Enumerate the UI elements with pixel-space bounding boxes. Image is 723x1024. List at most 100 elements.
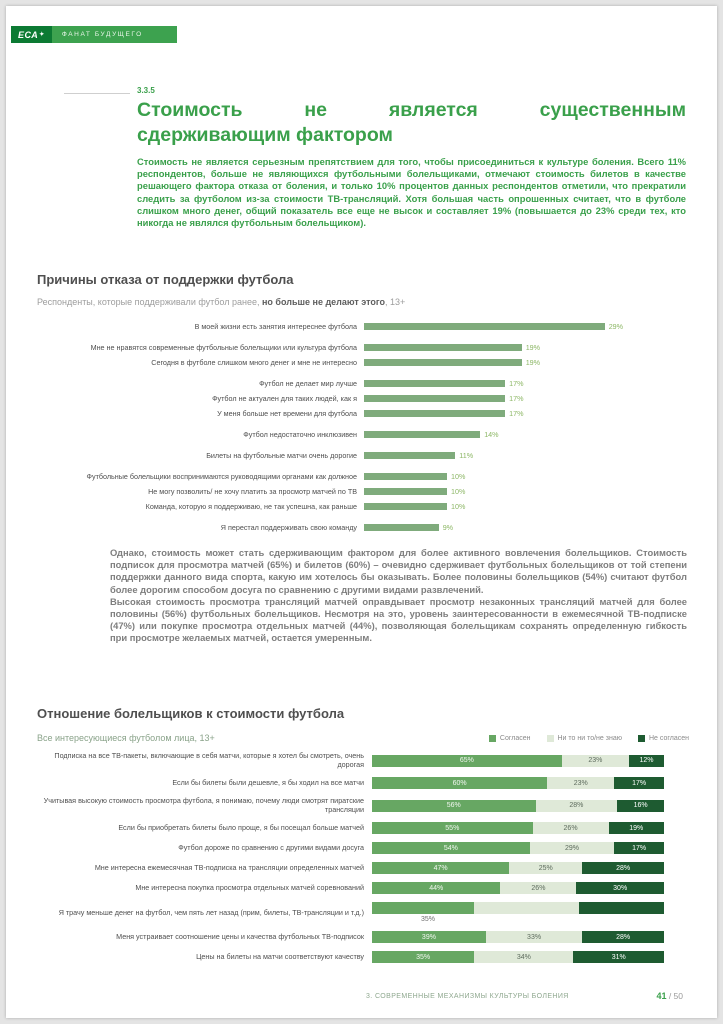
statement-label: Футбол дороже по сравнению с другими вид… bbox=[178, 843, 364, 853]
value-label: 19% bbox=[525, 343, 541, 352]
reason-label: Футбол не актуален для таких людей, как … bbox=[212, 394, 357, 403]
reason-label: Сегодня в футболе слишком много денег и … bbox=[151, 358, 357, 367]
reason-row: Футбольные болельщики воспринимаются рук… bbox=[37, 469, 689, 484]
segment-neutral: 28% bbox=[535, 799, 618, 812]
segment-disagree: 16% bbox=[617, 799, 664, 812]
section-rule bbox=[64, 93, 130, 94]
analysis-paragraph-2: Высокая стоимость просмотра трансляций м… bbox=[110, 595, 687, 644]
segment-neutral: 26% bbox=[500, 882, 577, 895]
value-label: 19% bbox=[525, 358, 541, 367]
reason-row: У меня больше нет времени для футбола 17% bbox=[37, 406, 689, 421]
reason-label: В моей жизни есть занятия интереснее фут… bbox=[194, 322, 357, 331]
reason-label: Команда, которую я поддерживаю, не так у… bbox=[145, 502, 357, 511]
reasons-chart-heading: Причины отказа от поддержки футбола bbox=[37, 272, 294, 287]
value-label: 14% bbox=[484, 430, 499, 439]
legend-item-disagree: Не согласен bbox=[637, 734, 689, 742]
value-label: 10% bbox=[451, 502, 466, 511]
reason-label: Билеты на футбольные матчи очень дорогие bbox=[206, 451, 357, 460]
statement-row: Подписка на все ТВ-пакеты, включающие в … bbox=[37, 751, 689, 769]
bar bbox=[364, 410, 506, 417]
reason-row: Билеты на футбольные матчи очень дорогие… bbox=[37, 448, 689, 463]
eca-logo: ЕСА ✦ bbox=[11, 26, 52, 43]
value-label: 17% bbox=[509, 409, 524, 418]
reason-row: Футбол недостаточно инклюзивен 14% bbox=[37, 427, 689, 442]
segment-neutral: 26% bbox=[532, 822, 609, 835]
segment-disagree: 19% bbox=[608, 822, 664, 835]
stacked-bar-wrap: 47% 25% 28% bbox=[372, 862, 664, 875]
statement-label: Мне интересна покупка просмотра отдельны… bbox=[135, 883, 364, 893]
bar bbox=[364, 431, 481, 438]
attitude-chart-heading: Отношение болельщиков к стоимости футбол… bbox=[37, 706, 345, 721]
analysis-paragraph-1: Однако, стоимость может стать сдерживающ… bbox=[110, 547, 687, 595]
bar-track: 14% bbox=[364, 430, 689, 439]
stacked-bar: 65% 23% 12% bbox=[372, 754, 664, 767]
segment-disagree: 28% bbox=[582, 862, 664, 875]
page-title: Стоимость не является существенным сдерж… bbox=[137, 98, 686, 148]
segment-agree: 65% bbox=[372, 754, 562, 767]
bar bbox=[364, 395, 506, 402]
statement-row: Если бы билеты были дешевле, я бы ходил … bbox=[37, 777, 689, 790]
segment-agree: 55% bbox=[372, 822, 533, 835]
legend-label-neutral: Ни то ни то/не знаю bbox=[557, 734, 622, 742]
reason-row: Мне не нравятся современные футбольные б… bbox=[37, 340, 689, 355]
bar-track: 17% bbox=[364, 409, 689, 418]
reasons-chart-subtitle: Респонденты, которые поддерживали футбол… bbox=[37, 297, 405, 307]
stacked-bar: 54% 29% 17% bbox=[372, 842, 664, 855]
analysis-text: Однако, стоимость может стать сдерживающ… bbox=[110, 547, 687, 645]
stacked-bar: 44% 26% 30% bbox=[372, 882, 664, 895]
bar bbox=[364, 380, 506, 387]
footer-page-total: / 50 bbox=[666, 991, 683, 1001]
below-bar-value-label: 35% bbox=[421, 916, 436, 924]
reason-label: У меня больше нет времени для футбола bbox=[217, 409, 357, 418]
statement-row: Цены на билеты на матчи соответствуют ка… bbox=[37, 951, 689, 964]
statement-label: Если бы приобретать билеты было проще, я… bbox=[118, 823, 364, 833]
segment-neutral: 23% bbox=[547, 777, 615, 790]
legend-item-agree: Согласен bbox=[488, 734, 531, 742]
statement-label: Меня устраивает соотношение цены и качес… bbox=[116, 932, 364, 942]
segment-disagree: 31% bbox=[573, 951, 664, 964]
statement-label: Учитывая высокую стоимость просмотра фут… bbox=[43, 796, 364, 814]
value-label: 29% bbox=[608, 322, 624, 331]
value-label: 11% bbox=[459, 451, 474, 460]
reason-row: Я перестал поддерживать свою команду 9% bbox=[37, 520, 689, 535]
stacked-bar-wrap: 60% 23% 17% bbox=[372, 777, 664, 790]
reasons-bar-chart: В моей жизни есть занятия интереснее фут… bbox=[37, 319, 689, 535]
bar-track: 19% bbox=[364, 343, 689, 352]
bar-track: 10% bbox=[364, 502, 689, 511]
subtitle-bold: но больше не делают этого bbox=[261, 297, 386, 307]
section-number: 3.3.5 bbox=[137, 86, 155, 95]
statement-label: Мне интересна ежемесячная ТВ-подписка на… bbox=[94, 863, 364, 873]
attitude-subtitle-row: Все интересующиеся футболом лица, 13+ Со… bbox=[37, 733, 689, 743]
segment-disagree: 30% bbox=[576, 882, 664, 895]
stacked-bar-wrap: 54% 29% 17% bbox=[372, 842, 664, 855]
reason-label: Футбол не делает мир лучше bbox=[259, 379, 357, 388]
brand-bar: ЕСА ✦ ФАНАТ БУДУЩЕГО bbox=[11, 26, 177, 43]
reason-row: Сегодня в футболе слишком много денег и … bbox=[37, 355, 689, 370]
bar-track: 17% bbox=[364, 379, 689, 388]
segment-disagree bbox=[579, 902, 664, 915]
segment-neutral: 23% bbox=[561, 754, 629, 767]
statement-row: Мне интересна ежемесячная ТВ-подписка на… bbox=[37, 862, 689, 875]
subtitle-prefix: Респонденты, которые поддерживали футбол… bbox=[37, 297, 262, 307]
bar-track: 9% bbox=[364, 523, 689, 532]
segment-agree: 39% bbox=[372, 931, 486, 944]
bar bbox=[364, 473, 447, 480]
neutral-swatch-icon bbox=[546, 734, 554, 742]
subtitle-suffix: , 13+ bbox=[385, 297, 406, 307]
attitude-stacked-chart: Подписка на все ТВ-пакеты, включающие в … bbox=[37, 751, 689, 971]
bar-track: 29% bbox=[364, 322, 689, 331]
bar-track: 19% bbox=[364, 358, 689, 367]
intro-paragraph: Стоимость не является серьезным препятст… bbox=[137, 156, 686, 229]
reason-label: Я перестал поддерживать свою команду bbox=[220, 523, 357, 532]
stacked-bar: 55% 26% 19% bbox=[372, 822, 664, 835]
bar bbox=[364, 524, 439, 531]
segment-agree: 56% bbox=[372, 799, 536, 812]
value-label: 10% bbox=[451, 487, 466, 496]
disagree-swatch-icon bbox=[637, 734, 645, 742]
value-label: 17% bbox=[509, 394, 524, 403]
stacked-bar-wrap: 35% 34% 31% bbox=[372, 951, 664, 964]
footer-page-current: 41 bbox=[656, 991, 667, 1001]
reason-label: Не могу позволить/ не хочу платить за пр… bbox=[148, 487, 357, 496]
logo-star-icon: ✦ bbox=[39, 32, 45, 38]
stacked-bar-wrap: 35% bbox=[372, 902, 664, 923]
